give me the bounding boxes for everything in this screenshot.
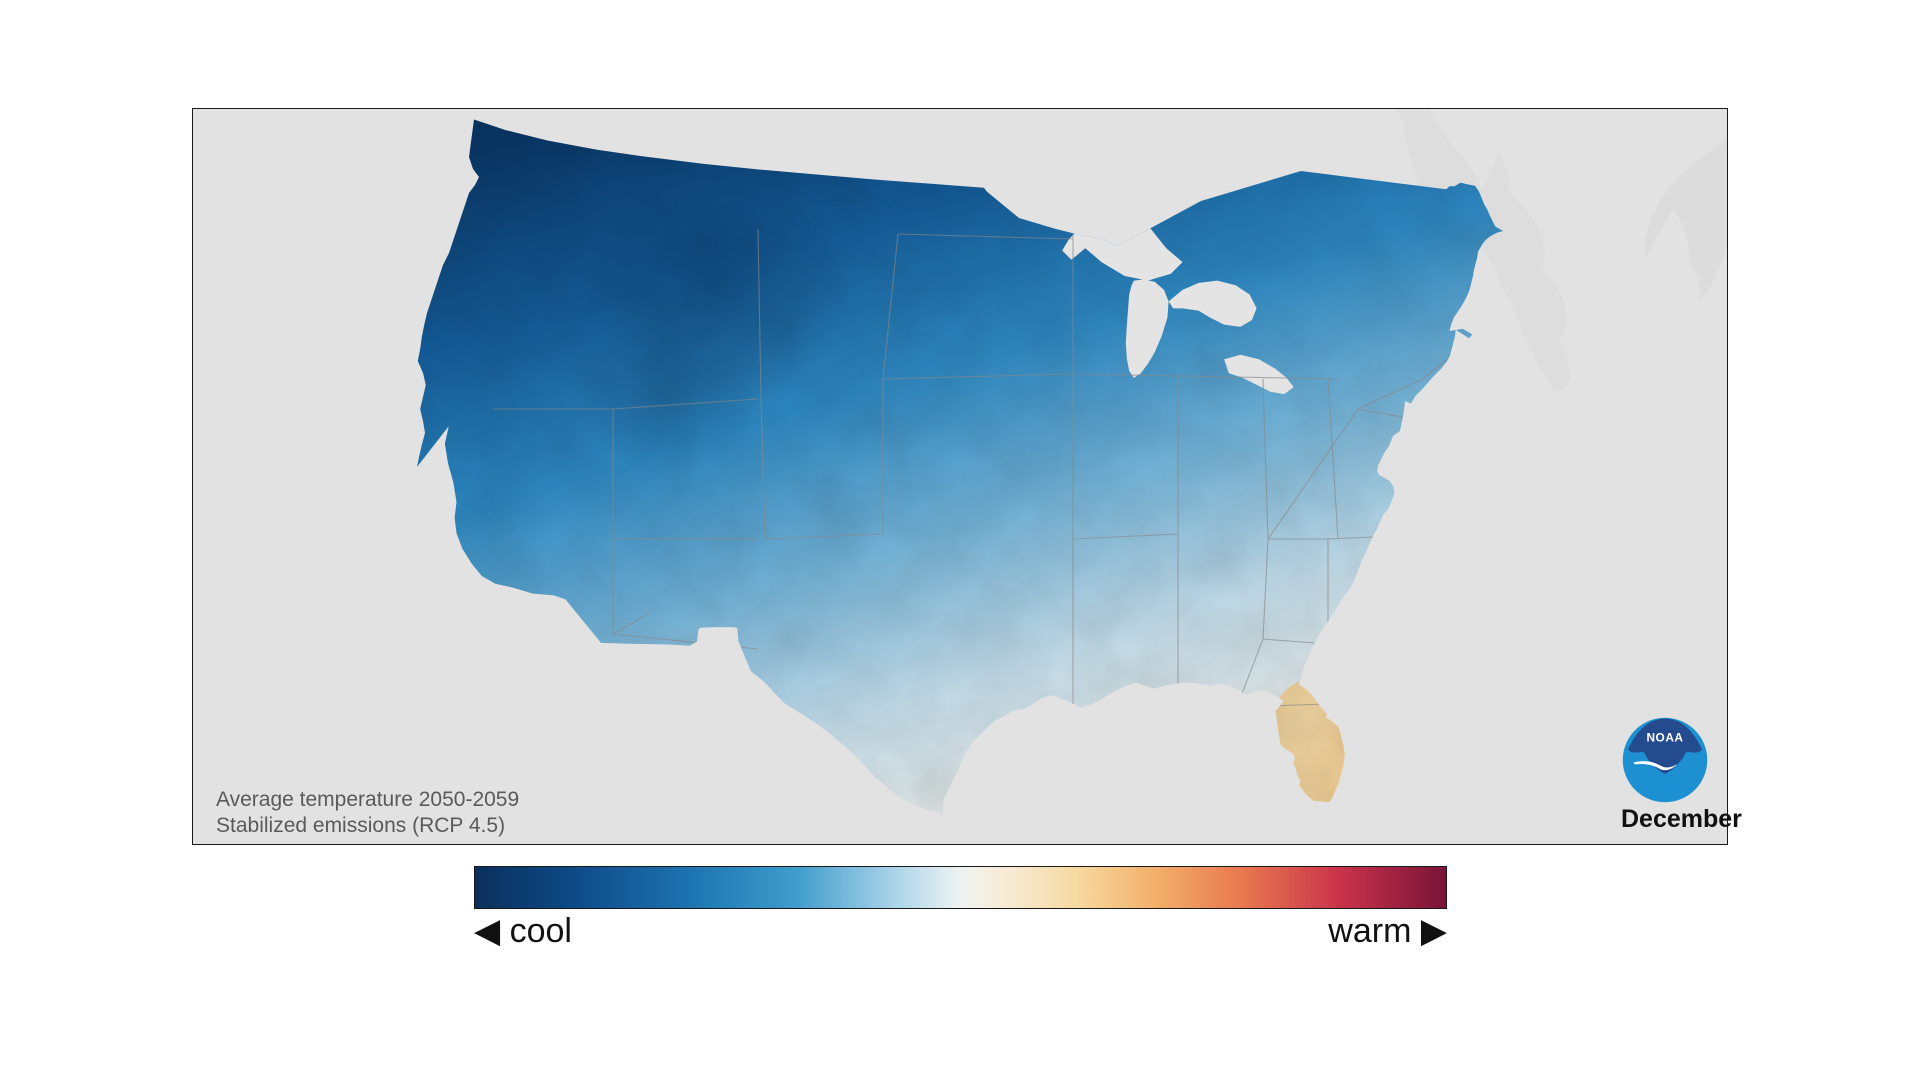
svg-text:NOAA: NOAA — [1646, 731, 1683, 745]
